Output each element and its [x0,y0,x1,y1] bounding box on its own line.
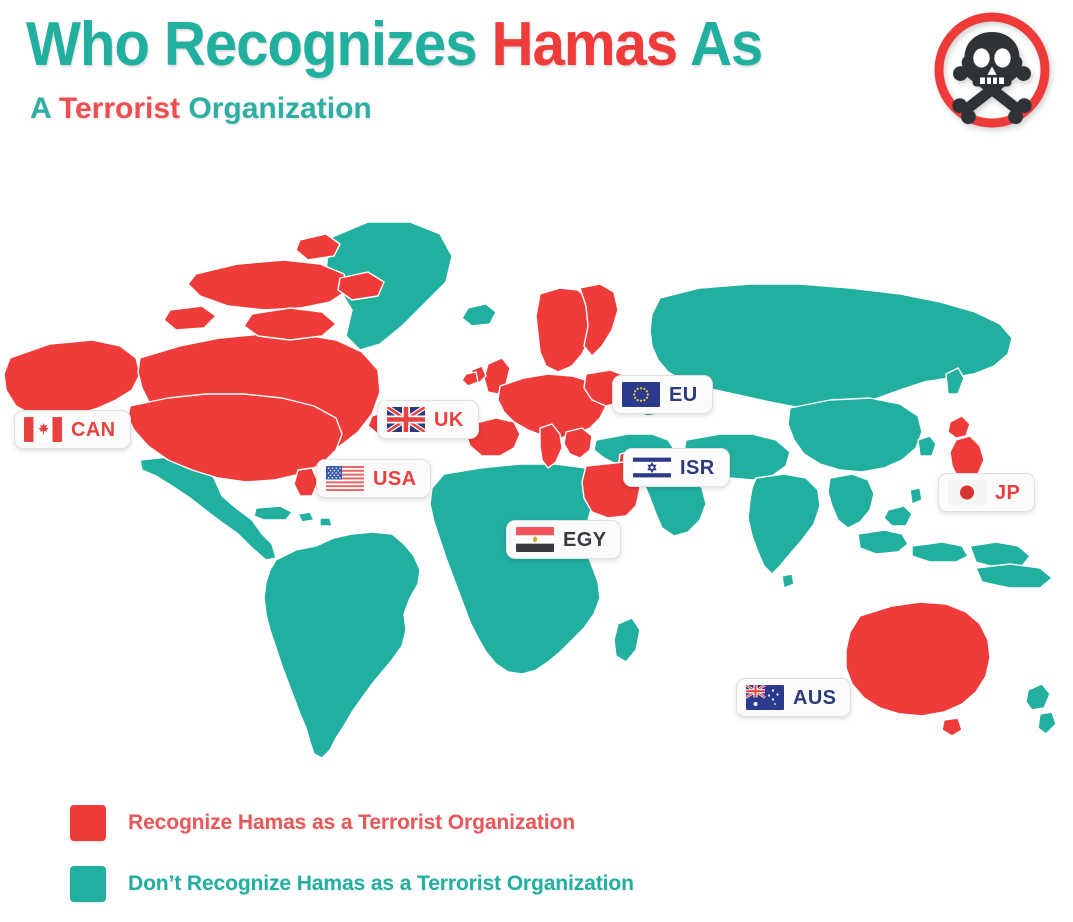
flag-australia-icon [746,685,784,710]
title-segment-teal-2: As [689,10,763,79]
map-label-uk[interactable]: UK [377,400,479,439]
map-label-text-egy: EGY [563,528,607,551]
legend-label-dont-recognize: Don’t Recognize Hamas as a Terrorist Org… [128,872,634,895]
flag-canada-icon [24,417,62,442]
map-label-text-can: CAN [71,418,116,441]
flag-usa-icon [326,466,364,491]
page-title: Who Recognizes Hamas As [26,14,763,76]
page-subtitle: A Terrorist Organization [30,92,372,126]
title-segment-teal-1: Who Recognizes [26,10,492,79]
map-label-aus[interactable]: AUS [736,678,852,717]
map-label-jp[interactable]: JP [938,473,1036,512]
map-label-text-eu: EU [669,383,698,406]
legend-label-recognize: Recognize Hamas as a Terrorist Organizat… [128,811,575,834]
flag-eu-icon [622,382,660,407]
subtitle-segment-teal-1: A [30,92,59,125]
subtitle-segment-red: Terrorist [58,92,189,125]
map-label-text-aus: AUS [793,686,837,709]
legend-swatch-recognize [70,805,106,841]
map-label-isr[interactable]: ISR [623,448,730,487]
flag-uk-icon [387,407,425,432]
map-label-text-uk: UK [434,408,464,431]
map-label-egy[interactable]: EGY [506,520,622,559]
map-label-usa[interactable]: USA [316,459,432,498]
map-label-text-usa: USA [373,467,417,490]
skull-and-crossbones-icon [934,12,1050,128]
header: Who Recognizes Hamas As A Terrorist Orga… [0,0,1073,150]
legend-swatch-dont-recognize [70,866,106,902]
map-label-text-isr: ISR [680,456,715,479]
flag-japan-icon [948,480,986,505]
flag-egypt-icon [516,527,554,552]
legend: Recognize Hamas as a Terrorist Organizat… [70,805,634,922]
map-label-text-jp: JP [995,481,1021,504]
title-segment-red: Hamas [491,10,690,79]
flag-israel-icon [633,455,671,480]
map-label-eu[interactable]: EU [612,375,713,414]
legend-item-recognize: Recognize Hamas as a Terrorist Organizat… [70,805,634,841]
map-label-can[interactable]: CAN [14,410,131,449]
map-region-recognize [3,233,991,737]
world-map-container: CAN UK [0,178,1073,778]
world-map [3,221,1057,759]
subtitle-segment-teal-2: Organization [188,92,372,125]
legend-item-dont-recognize: Don’t Recognize Hamas as a Terrorist Org… [70,866,634,902]
